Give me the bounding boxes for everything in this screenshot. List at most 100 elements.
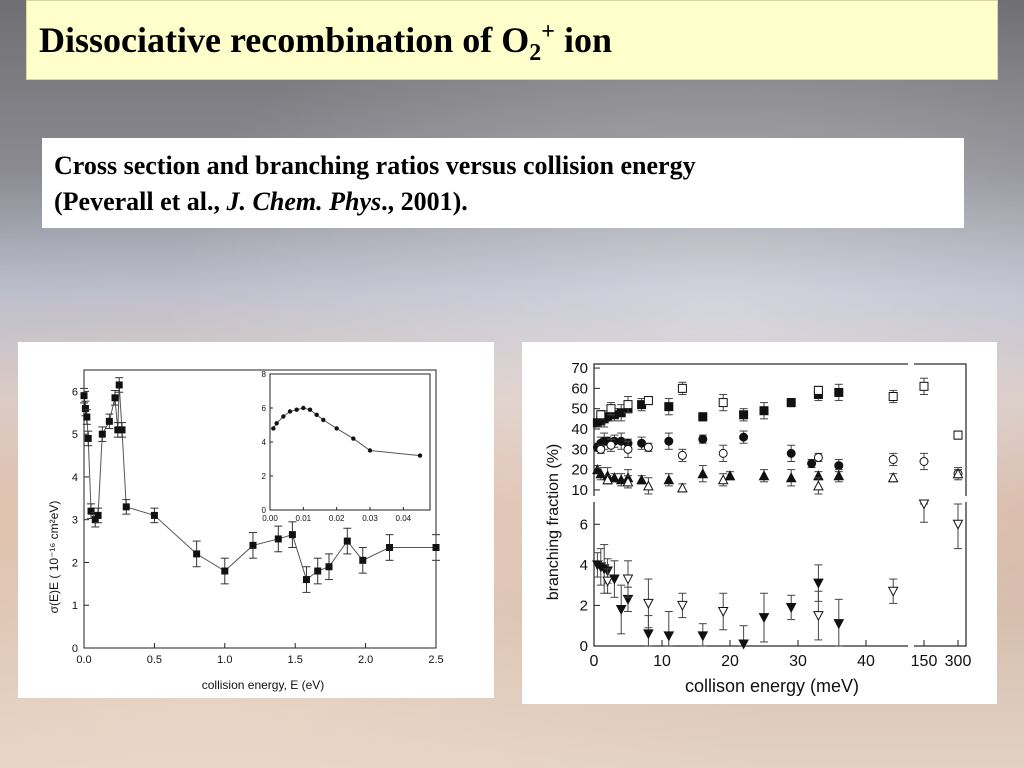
cross-section-x-tick-label: 0.5 <box>147 654 162 666</box>
branching-point-filled-triangle <box>833 470 845 481</box>
branching-point-open-triangle <box>952 468 964 479</box>
inset-point <box>281 414 286 419</box>
branching-point-filled-triangle <box>609 472 620 483</box>
branching-point-filled-square <box>664 402 674 412</box>
branching-point-open-triangle-down <box>887 586 899 597</box>
cross-section-x-axis-label: collision energy, E (eV) <box>202 678 325 692</box>
branching-point-open-triangle <box>622 476 634 487</box>
branching-point-open-triangle <box>717 474 729 485</box>
cross-section-point <box>105 417 113 425</box>
branching-point-open-triangle-down <box>643 598 654 609</box>
cross-section-point <box>193 550 201 558</box>
branching-x-axis-label: collison energy (meV) <box>685 676 859 696</box>
cross-section-point <box>81 404 89 412</box>
branching-point-filled-square <box>698 412 708 422</box>
cross-section-point <box>343 537 351 545</box>
branching-upper-y-tick-label: 50 <box>571 401 588 418</box>
cross-section-point <box>80 392 88 400</box>
cross-section-point <box>91 516 99 524</box>
branching-point-open-square <box>718 398 728 408</box>
branching-point-open-triangle-down <box>717 607 729 618</box>
branching-lower-y-tick-label: 4 <box>580 557 588 574</box>
inset-x-tick-label: 0.02 <box>329 514 345 523</box>
branching-x-tick-label: 300 <box>945 653 972 670</box>
caption-box: Cross section and branching ratios versu… <box>42 138 964 228</box>
cross-section-point <box>150 511 158 519</box>
cross-section-point <box>94 511 102 519</box>
branching-point-filled-circle <box>739 432 749 442</box>
caption-journal: J. Chem. Phys <box>226 187 382 216</box>
inset-point <box>351 436 356 441</box>
cross-section-chart: 0.0 0.5 1.0 1.5 2.0 2.5 0 1 2 3 4 5 6 0.00 0.01 0.02 0.… <box>47 369 444 692</box>
branching-lower-y-tick-label: 6 <box>580 516 588 533</box>
cross-section-point <box>249 541 257 549</box>
branching-point-open-triangle-down <box>952 519 964 530</box>
branching-point-open-circle <box>643 442 653 452</box>
branching-x-tick-label: 10 <box>653 653 671 670</box>
cross-section-x-tick-label: 1.0 <box>217 654 232 666</box>
inset-point <box>271 426 276 431</box>
branching-point-open-square <box>643 396 653 406</box>
branching-point-open-circle <box>888 454 898 464</box>
branching-point-open-triangle-down <box>677 600 688 611</box>
branching-point-filled-triangle-down <box>643 629 654 640</box>
cross-section-x-tick-label: 0.0 <box>76 654 91 666</box>
branching-point-open-circle <box>596 444 606 454</box>
branching-point-open-triangle <box>643 480 654 491</box>
branching-point-open-triangle <box>813 480 824 491</box>
branching-point-filled-square <box>786 398 796 408</box>
cross-section-y-tick-label: 1 <box>72 600 78 612</box>
cross-section-point <box>84 434 92 442</box>
branching-lower-y-tick-label: 2 <box>580 597 588 614</box>
branching-point-filled-circle <box>786 448 796 458</box>
branching-chart-panel: 0 10 20 30 40 150 300 10 20 30 40 50 60 70 0 2 4 6 collis… <box>522 342 997 704</box>
inset-y-tick-label: 4 <box>262 438 267 447</box>
branching-point-open-square <box>953 430 963 440</box>
branching-point-filled-circle <box>807 459 817 469</box>
inset-x-tick-label: 0.03 <box>362 514 378 523</box>
title-main: Dissociative recombination of O <box>39 20 530 60</box>
cross-section-chart-panel: 0.0 0.5 1.0 1.5 2.0 2.5 0 1 2 3 4 5 6 0.00 0.01 0.02 0.… <box>18 342 494 698</box>
branching-point-open-circle <box>677 450 687 460</box>
cross-section-point <box>274 535 282 543</box>
inset-point <box>287 409 293 414</box>
branching-point-open-triangle-down <box>813 611 824 622</box>
branching-x-tick-label: 0 <box>590 653 599 670</box>
title-end: ion <box>554 20 613 60</box>
branching-point-open-circle <box>919 457 929 466</box>
branching-point-open-circle <box>718 448 728 458</box>
inset-point <box>314 412 319 417</box>
branching-point-open-square <box>623 400 633 410</box>
inset-point <box>301 405 306 411</box>
cross-section-y-tick-label: 3 <box>72 515 78 527</box>
branching-point-filled-triangle <box>724 470 736 481</box>
cross-section-y-tick-label: 2 <box>72 557 78 569</box>
branching-point-open-triangle-down <box>918 499 930 510</box>
inset-y-tick-label: 2 <box>262 472 267 481</box>
cross-section-point <box>111 394 119 402</box>
branching-point-filled-triangle <box>595 468 607 479</box>
branching-point-filled-triangle-down <box>813 578 824 589</box>
branching-point-open-triangle <box>887 472 899 483</box>
branching-point-filled-square <box>834 387 844 397</box>
cross-section-point <box>325 563 333 571</box>
inset-point <box>294 407 299 412</box>
branching-point-filled-circle <box>698 434 708 444</box>
branching-point-filled-triangle <box>697 468 709 479</box>
cross-section-point <box>115 381 123 389</box>
inset-x-tick-label: 0.04 <box>396 514 412 523</box>
branching-upper-y-tick-label: 20 <box>571 462 588 479</box>
branching-lower-y-tick-label: 0 <box>580 638 588 655</box>
title-superscript: + <box>541 19 555 45</box>
cross-section-point <box>359 556 367 564</box>
cross-section-point <box>83 413 91 421</box>
branching-point-open-triangle-down <box>602 576 613 587</box>
cross-section-plot-frame <box>83 369 437 649</box>
cross-section-point <box>122 503 130 511</box>
branching-upper-y-tick-label: 60 <box>571 380 588 397</box>
branching-point-open-square <box>606 404 616 414</box>
branching-x-tick-label: 30 <box>789 653 807 670</box>
branching-point-filled-triangle-down <box>833 619 845 630</box>
cross-section-y-tick-label: 4 <box>72 472 78 484</box>
cross-section-point <box>118 426 126 434</box>
